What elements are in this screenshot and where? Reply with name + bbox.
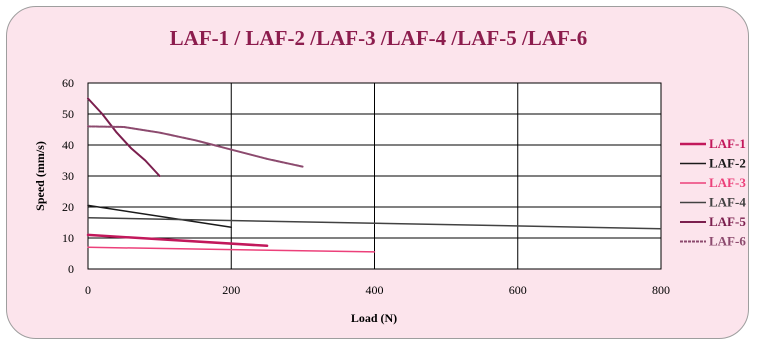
series-line-laf-5 [87, 97, 161, 177]
x-tick-label: 200 [222, 283, 240, 297]
y-tick-label: 30 [62, 169, 74, 183]
y-axis-label: Speed (mm/s) [33, 141, 47, 211]
y-tick-label: 50 [62, 107, 74, 121]
series-line-laf-6 [87, 125, 304, 168]
legend-label-laf-2: LAF-2 [709, 156, 746, 171]
legend-label-laf-6: LAF-6 [709, 234, 746, 249]
legend-label-laf-3: LAF-3 [709, 175, 746, 190]
legend-label-laf-4: LAF-4 [709, 195, 746, 210]
x-tick-label: 800 [652, 283, 670, 297]
legend-label-laf-5: LAF-5 [709, 214, 746, 229]
series-line-laf-3 [87, 246, 376, 253]
chart-title: LAF-1 / LAF-2 /LAF-3 /LAF-4 /LAF-5 /LAF-… [169, 26, 588, 50]
grid-lines [88, 83, 661, 269]
series-line-laf-4 [87, 217, 662, 230]
y-tick-label: 10 [62, 231, 74, 245]
legend-label-laf-1: LAF-1 [709, 136, 746, 151]
series-lines [86, 97, 662, 253]
x-tick-label: 600 [509, 283, 527, 297]
x-tick-label: 0 [85, 283, 91, 297]
legend: LAF-1 LAF-2 LAF-3 LAF-4 LAF-5 LAF-6 [680, 136, 746, 249]
y-tick-label: 0 [68, 262, 74, 276]
series-line-laf-1 [86, 233, 269, 248]
x-axis-label: Load (N) [351, 311, 397, 325]
y-tick-label: 60 [62, 76, 74, 90]
series-line-laf-2 [87, 204, 233, 228]
y-tick-label: 20 [62, 200, 74, 214]
y-tick-label: 40 [62, 138, 74, 152]
x-tick-label: 400 [366, 283, 384, 297]
